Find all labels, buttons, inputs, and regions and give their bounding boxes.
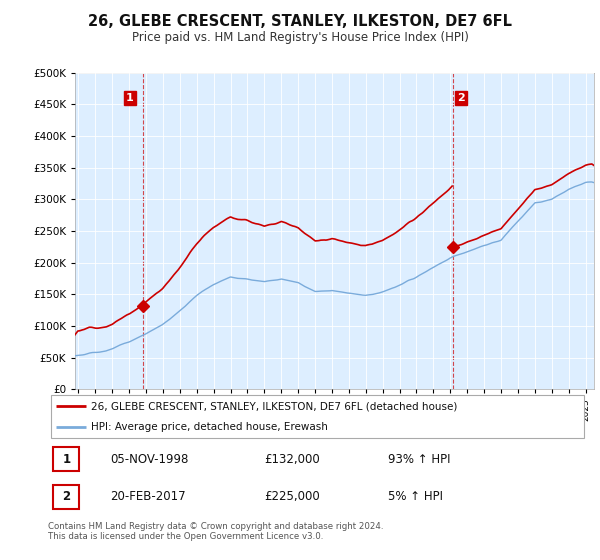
Text: 2: 2: [457, 93, 465, 103]
Text: 20-FEB-2017: 20-FEB-2017: [110, 491, 186, 503]
FancyBboxPatch shape: [53, 485, 79, 509]
Text: 1: 1: [126, 93, 134, 103]
Text: Contains HM Land Registry data © Crown copyright and database right 2024.
This d: Contains HM Land Registry data © Crown c…: [48, 522, 383, 542]
Text: 2: 2: [62, 491, 70, 503]
FancyBboxPatch shape: [53, 447, 79, 471]
Text: 05-NOV-1998: 05-NOV-1998: [110, 452, 188, 465]
Text: Price paid vs. HM Land Registry's House Price Index (HPI): Price paid vs. HM Land Registry's House …: [131, 31, 469, 44]
Text: 5% ↑ HPI: 5% ↑ HPI: [388, 491, 443, 503]
Text: £225,000: £225,000: [264, 491, 320, 503]
Text: 26, GLEBE CRESCENT, STANLEY, ILKESTON, DE7 6FL (detached house): 26, GLEBE CRESCENT, STANLEY, ILKESTON, D…: [91, 401, 458, 411]
Text: HPI: Average price, detached house, Erewash: HPI: Average price, detached house, Erew…: [91, 422, 328, 432]
FancyBboxPatch shape: [50, 395, 584, 438]
Text: 26, GLEBE CRESCENT, STANLEY, ILKESTON, DE7 6FL: 26, GLEBE CRESCENT, STANLEY, ILKESTON, D…: [88, 14, 512, 29]
Text: 1: 1: [62, 452, 70, 465]
Text: £132,000: £132,000: [264, 452, 320, 465]
Text: 93% ↑ HPI: 93% ↑ HPI: [388, 452, 451, 465]
